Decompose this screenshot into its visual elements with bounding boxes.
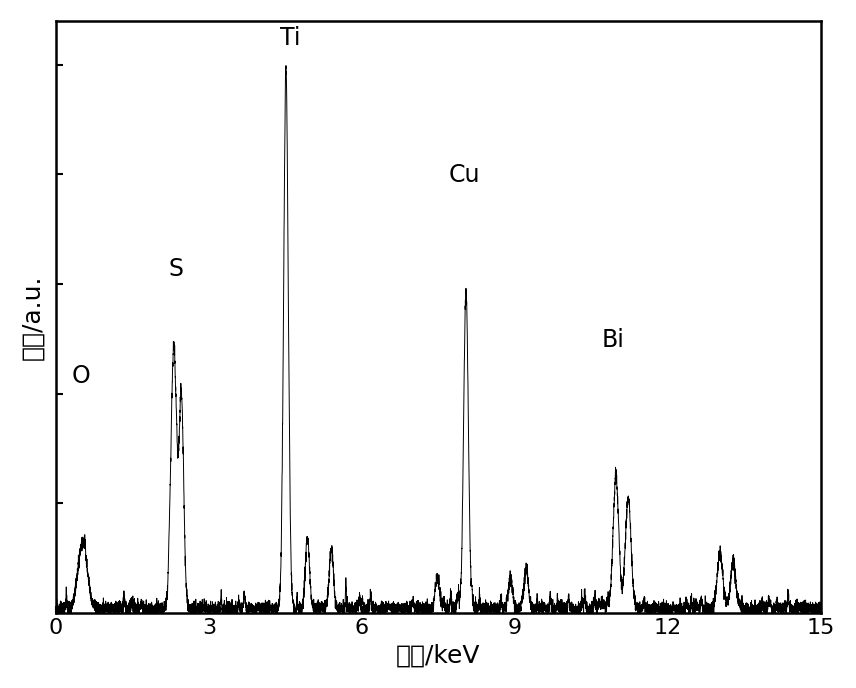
- X-axis label: 能量/keV: 能量/keV: [396, 643, 481, 667]
- Text: O: O: [71, 364, 90, 388]
- Text: Cu: Cu: [449, 162, 480, 186]
- Text: Ti: Ti: [281, 26, 300, 50]
- Text: Bi: Bi: [602, 328, 625, 352]
- Y-axis label: 强度/a.u.: 强度/a.u.: [21, 274, 45, 360]
- Text: S: S: [168, 257, 183, 281]
